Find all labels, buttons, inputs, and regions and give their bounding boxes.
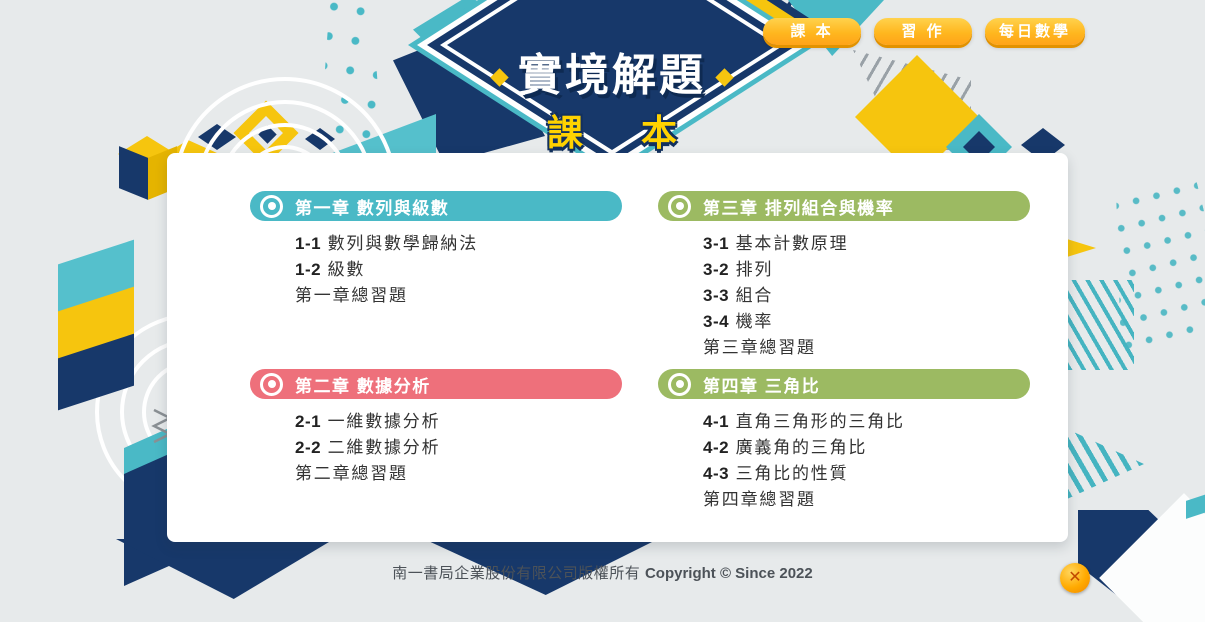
chapter-item[interactable]: 第三章總習題 — [703, 335, 1030, 361]
decor-zigzag — [151, 408, 173, 444]
chapter-title: 第二章 數據分析 — [295, 376, 431, 396]
bullseye-icon — [260, 194, 283, 218]
chapter-section: 第一章 數列與級數 1-1 數列與數學歸納法 1-2 級數 第一章總習題 — [250, 191, 622, 309]
chapter-item-number: 4-1 — [703, 412, 730, 431]
nav-button-workbook[interactable]: 習 作 — [874, 18, 972, 45]
chapter-title: 第四章 三角比 — [703, 376, 821, 396]
chapter-item[interactable]: 4-1 直角三角形的三角比 — [703, 409, 1030, 435]
chapter-section: 第二章 數據分析 2-1 一維數據分析 2-2 二維數據分析 第二章總習題 — [250, 369, 622, 487]
chapter-item-label: 機率 — [735, 312, 774, 331]
chapter-item-label: 第四章總習題 — [703, 490, 816, 509]
diamond-bullet-icon — [715, 68, 734, 87]
chapter-item-label: 一維數據分析 — [327, 412, 441, 431]
chapter-pill: 第一章 數列與級數 — [250, 191, 622, 221]
chapter-item[interactable]: 4-3 三角比的性質 — [703, 461, 1030, 487]
chapter-item[interactable]: 第二章總習題 — [295, 461, 622, 487]
decor-stripes — [1056, 424, 1144, 504]
chapter-item-number: 3-4 — [703, 312, 730, 331]
close-icon: ✕ — [1068, 569, 1082, 586]
chapter-item[interactable]: 1-1 數列與數學歸納法 — [295, 231, 622, 257]
chapter-item-number: 1-2 — [295, 260, 322, 279]
chapter-item-number: 2-1 — [295, 412, 322, 431]
banner: 實境解題 課本 — [430, 51, 794, 156]
chapter-card: 第一章 數列與級數 1-1 數列與數學歸納法 1-2 級數 第一章總習題 第二章 數… — [167, 153, 1068, 542]
chapter-pill: 第三章 排列組合與機率 — [658, 191, 1030, 221]
chapter-pill: 第二章 數據分析 — [250, 369, 622, 399]
chapter-item[interactable]: 4-2 廣義角的三角比 — [703, 435, 1030, 461]
chapter-item-label: 基本計數原理 — [735, 234, 849, 253]
banner-subtitle: 課本 — [546, 112, 735, 154]
chapter-item[interactable]: 第一章總習題 — [295, 283, 622, 309]
chapter-item-number: 2-2 — [295, 438, 322, 457]
chapter-item[interactable]: 3-1 基本計數原理 — [703, 231, 1030, 257]
chapter-item[interactable]: 第四章總習題 — [703, 487, 1030, 513]
copyright-text-zh: 南一書局企業股份有限公司版權所有 — [392, 565, 641, 582]
chapter-item[interactable]: 2-2 二維數據分析 — [295, 435, 622, 461]
chapter-items: 4-1 直角三角形的三角比 4-2 廣義角的三角比 4-3 三角比的性質 第四章總習題 — [703, 409, 1030, 513]
chapter-items: 2-1 一維數據分析 2-2 二維數據分析 第二章總習題 — [295, 409, 622, 487]
bullseye-icon — [260, 372, 283, 396]
chapter-section: 第四章 三角比 4-1 直角三角形的三角比 4-2 廣義角的三角比 4-3 三角比的… — [658, 369, 1030, 513]
footer: 南一書局企業股份有限公司版權所有 Copyright © Since 2022 — [0, 562, 1205, 583]
chapter-item-label: 廣義角的三角比 — [735, 438, 868, 457]
chapter-item[interactable]: 3-2 排列 — [703, 257, 1030, 283]
chapter-title: 第三章 排列組合與機率 — [703, 198, 895, 218]
copyright-text-en: Copyright © Since 2022 — [644, 565, 813, 582]
chapter-item-number: 3-1 — [703, 234, 730, 253]
chapter-item-label: 第二章總習題 — [295, 464, 408, 483]
chapter-item-label: 第一章總習題 — [295, 286, 408, 305]
nav-button-textbook[interactable]: 課 本 — [763, 18, 861, 45]
chapter-section: 第三章 排列組合與機率 3-1 基本計數原理 3-2 排列 3-3 組合 3-4 機率… — [658, 191, 1030, 361]
nav-button-daily-math[interactable]: 每日數學 — [985, 18, 1086, 45]
bullseye-icon — [668, 194, 691, 218]
chapter-items: 1-1 數列與數學歸納法 1-2 級數 第一章總習題 — [295, 231, 622, 309]
top-nav: 課 本 習 作 每日數學 — [763, 18, 1086, 45]
banner-title-row: 實境解題 — [430, 51, 794, 100]
chapter-item-number: 4-2 — [703, 438, 730, 457]
chapter-item-label: 三角比的性質 — [735, 464, 849, 483]
bullseye-icon — [668, 372, 691, 396]
chapter-item-label: 排列 — [735, 260, 774, 279]
chapter-item-label: 數列與數學歸納法 — [327, 234, 479, 253]
chapter-title: 第一章 數列與級數 — [295, 198, 450, 218]
chapter-item-label: 第三章總習題 — [703, 338, 816, 357]
chapter-pill: 第四章 三角比 — [658, 369, 1030, 399]
close-button[interactable]: ✕ — [1060, 563, 1090, 593]
chapter-item-number: 4-3 — [703, 464, 730, 483]
chapter-item-label: 二維數據分析 — [327, 438, 441, 457]
chapter-item-label: 組合 — [735, 286, 774, 305]
chapter-item-number: 1-1 — [295, 234, 322, 253]
banner-title: 實境解題 — [518, 51, 706, 100]
chapter-item-number: 3-2 — [703, 260, 730, 279]
chapter-items: 3-1 基本計數原理 3-2 排列 3-3 組合 3-4 機率 第三章總習題 — [703, 231, 1030, 361]
chapter-item-label: 直角三角形的三角比 — [735, 412, 905, 431]
chapter-item[interactable]: 2-1 一維數據分析 — [295, 409, 622, 435]
chapter-item[interactable]: 1-2 級數 — [295, 257, 622, 283]
chapter-item[interactable]: 3-4 機率 — [703, 309, 1030, 335]
diamond-bullet-icon — [490, 68, 509, 87]
chapter-item[interactable]: 3-3 組合 — [703, 283, 1030, 309]
chapter-item-number: 3-3 — [703, 286, 730, 305]
chapter-item-label: 級數 — [327, 260, 366, 279]
